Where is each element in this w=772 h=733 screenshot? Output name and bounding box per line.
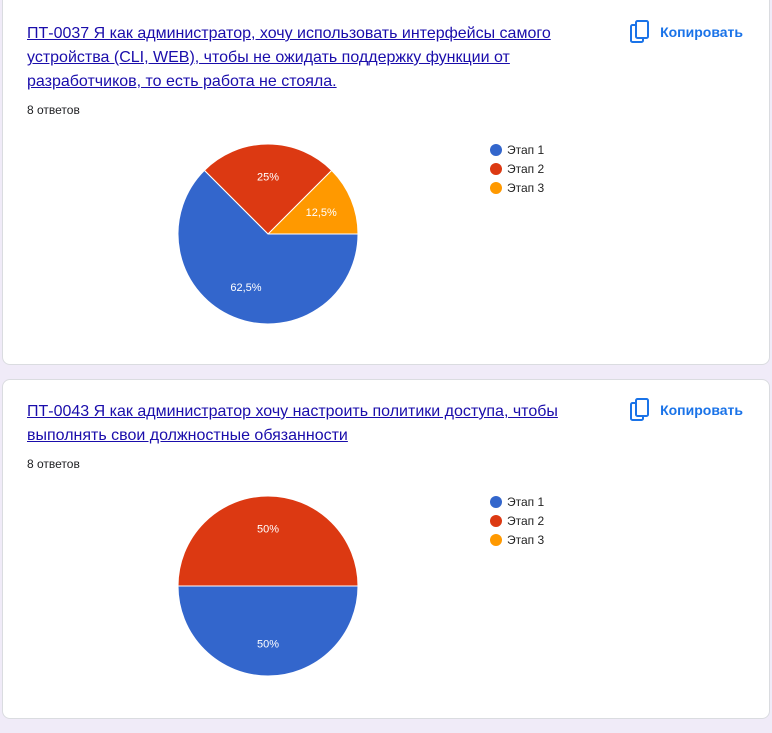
legend-marker xyxy=(490,182,502,194)
question-card: ПТ-0043 Я как администратор хочу настрои… xyxy=(2,379,770,719)
legend-label: Этап 3 xyxy=(507,181,544,195)
legend-marker xyxy=(490,534,502,546)
legend-label: Этап 3 xyxy=(507,533,544,547)
pie-chart: 12,5% 25% 62,5% Этап 1 Этап 2 Этап 3 xyxy=(177,143,544,325)
legend-label: Этап 2 xyxy=(507,514,544,528)
question-title[interactable]: ПТ-0043 Я как администратор хочу настрои… xyxy=(27,403,558,444)
pie-slice xyxy=(177,169,359,325)
pie-slice-label: 12,5% xyxy=(306,207,337,219)
copy-button[interactable]: Копировать xyxy=(630,18,743,46)
pie-slice xyxy=(177,585,359,677)
legend-marker xyxy=(490,163,502,175)
copy-label: Копировать xyxy=(660,402,743,418)
pie-slice-label: 25% xyxy=(257,171,279,183)
pie-slice-label: 50% xyxy=(257,523,279,535)
copy-button[interactable]: Копировать xyxy=(630,396,743,424)
question-title[interactable]: ПТ-0037 Я как администратор, хочу исполь… xyxy=(27,25,551,90)
pie-chart: 50% 50% Этап 1 Этап 2 Этап 3 xyxy=(177,495,544,677)
legend-label: Этап 1 xyxy=(507,143,544,157)
question-card: ПТ-0037 Я как администратор, хочу исполь… xyxy=(2,0,770,365)
copy-icon xyxy=(630,20,650,44)
answers-count: 8 ответов xyxy=(27,457,80,471)
legend-marker xyxy=(490,515,502,527)
copy-icon xyxy=(630,398,650,422)
legend-marker xyxy=(490,496,502,508)
copy-label: Копировать xyxy=(660,24,743,40)
pie-slice xyxy=(203,143,333,235)
legend-label: Этап 2 xyxy=(507,162,544,176)
answers-count: 8 ответов xyxy=(27,103,80,117)
legend-label: Этап 1 xyxy=(507,495,544,509)
legend-marker xyxy=(490,144,502,156)
pie-slice xyxy=(266,169,359,235)
pie-slice-label: 62,5% xyxy=(230,282,261,294)
pie-slice xyxy=(177,495,359,587)
pie-slice-label: 50% xyxy=(257,639,279,651)
